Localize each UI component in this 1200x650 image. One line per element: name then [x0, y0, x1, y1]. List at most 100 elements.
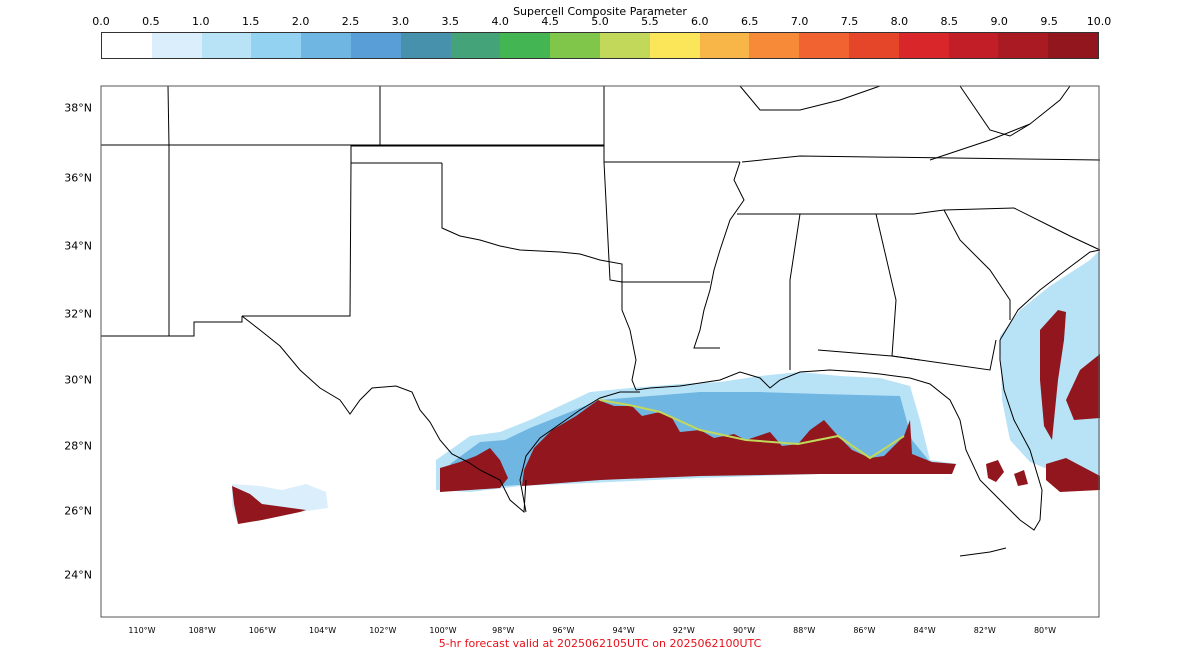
- forecast-caption: 5-hr forecast valid at 2025062105UTC on …: [438, 637, 762, 650]
- colorbar-tick-label: 9.0: [990, 15, 1008, 28]
- longitude-label: 98°W: [492, 626, 515, 635]
- colorbar: [101, 32, 1099, 59]
- scp-core-atl-1: [1040, 310, 1066, 440]
- longitude-label: 108°W: [188, 626, 216, 635]
- tx-panhandle-top: [350, 145, 604, 163]
- longitude-label: 88°W: [793, 626, 816, 635]
- ky-tn-line: [741, 155, 1101, 163]
- atl-coast: [999, 249, 1101, 341]
- nc-sc: [1013, 207, 1101, 251]
- nm-mex-border: [101, 316, 243, 337]
- va-line: [929, 85, 1071, 161]
- ga-sc-border: [943, 209, 1011, 320]
- colorbar-tick-label: 0.5: [142, 15, 160, 28]
- colorbar-tick-label: 10.0: [1086, 15, 1112, 28]
- latitude-label: 24°N: [64, 568, 92, 582]
- colorbar-swatch: [1048, 33, 1098, 58]
- colorbar-swatch: [251, 33, 302, 58]
- ms-al-border: [737, 213, 801, 370]
- colorbar-swatch: [102, 33, 152, 58]
- colorbar-swatch: [301, 33, 351, 58]
- latitude-label: 26°N: [64, 504, 92, 518]
- longitude-label: 82°W: [973, 626, 996, 635]
- colorbar-swatch: [948, 33, 999, 58]
- colorbar-swatch: [998, 33, 1049, 58]
- ga-fl-line: [817, 339, 997, 371]
- colorbar-swatch: [151, 33, 202, 58]
- colorbar-tick-label: 1.0: [192, 15, 210, 28]
- longitude-label: 96°W: [552, 626, 575, 635]
- colorbar-tick-label: 4.0: [491, 15, 509, 28]
- tn-line: [737, 207, 1015, 215]
- colorbar-swatch: [201, 33, 252, 58]
- colorbar-tick-label: 3.0: [391, 15, 410, 28]
- az-nm-border: [167, 85, 170, 336]
- colorbar-tick-labels: 0.0 0.5 1.0 1.5 2.0 2.5 3.0 3.5 4.0 4.5 5.0 5.5 6.0 6…: [0, 15, 1200, 29]
- colorbar-tick-label: 7.0: [790, 15, 809, 28]
- longitude-label: 106°W: [248, 626, 276, 635]
- scp-core-fl-small: [986, 460, 1004, 482]
- colorbar-swatch: [749, 33, 800, 58]
- ky-wv: [739, 85, 881, 111]
- colorbar-tick-label: 3.5: [441, 15, 460, 28]
- tx-nm-border: [242, 162, 442, 317]
- colorbar-tick-label: 2.0: [291, 15, 310, 28]
- tx-la-border: [621, 282, 637, 391]
- latitude-label: 34°N: [64, 239, 92, 253]
- latitude-label: 28°N: [64, 439, 92, 453]
- scp-field: [232, 250, 1100, 524]
- colorbar-swatch: [350, 33, 401, 58]
- red-river: [441, 163, 623, 282]
- al-ga-border: [800, 213, 921, 361]
- colorbar-tick-label: 8.5: [940, 15, 959, 28]
- latitude-label: 36°N: [64, 171, 92, 185]
- longitude-label: 84°W: [913, 626, 936, 635]
- scp-core-se: [1046, 458, 1100, 492]
- colorbar-swatch: [500, 33, 551, 58]
- longitude-label: 100°W: [429, 626, 457, 635]
- scp-core-gulf: [522, 400, 956, 486]
- fl-gulf-coast: [879, 340, 1043, 531]
- longitude-label: 102°W: [369, 626, 397, 635]
- scp-core-atl-2: [1066, 354, 1100, 420]
- la-coast: [635, 369, 881, 391]
- colorbar-swatch: [599, 33, 650, 58]
- colorbar-title: Supercell Composite Parameter: [513, 5, 687, 18]
- colorbar-swatch: [699, 33, 750, 58]
- latitude-label: 30°N: [64, 373, 92, 387]
- co-nm-line: [101, 86, 381, 146]
- colorbar-tick-label: 6.5: [740, 15, 759, 28]
- state-boundaries: [101, 85, 1101, 557]
- mississippi-river: [693, 161, 745, 349]
- longitude-label: 94°W: [612, 626, 635, 635]
- scp-patch-west-core: [232, 486, 306, 524]
- colorbar-tick-label: 5.0: [591, 15, 609, 28]
- longitude-label: 110°W: [128, 626, 156, 635]
- colorbar-tick-label: 9.5: [1040, 15, 1058, 28]
- colorbar-swatch: [400, 33, 451, 58]
- colorbar-swatch: [450, 33, 501, 58]
- colorbar-swatch: [649, 33, 700, 58]
- colorbar-swatch: [799, 33, 849, 58]
- colorbar-tick-label: 7.5: [840, 15, 859, 28]
- colorbar-tick-label: 6.0: [691, 15, 709, 28]
- longitude-label: 92°W: [672, 626, 695, 635]
- ks-ok-line: [380, 86, 605, 146]
- colorbar-swatch: [898, 33, 949, 58]
- colorbar-tick-label: 2.5: [341, 15, 360, 28]
- longitude-label: 86°W: [853, 626, 876, 635]
- ky-va: [959, 85, 1031, 137]
- ok-ar-border: [603, 145, 623, 283]
- map-frame: [100, 85, 1100, 618]
- longitude-label: 90°W: [732, 626, 756, 635]
- latitude-label: 38°N: [64, 101, 92, 115]
- latitude-label: 32°N: [64, 307, 92, 321]
- colorbar-tick-label: 5.5: [641, 15, 659, 28]
- colorbar-swatch: [550, 33, 600, 58]
- scp-edge-1: [599, 399, 905, 460]
- colorbar-tick-label: 0.0: [92, 15, 110, 28]
- colorbar-tick-label: 1.5: [241, 15, 260, 28]
- colorbar-tick-label: 4.5: [541, 15, 559, 28]
- scp-core-tx-coast: [440, 448, 508, 492]
